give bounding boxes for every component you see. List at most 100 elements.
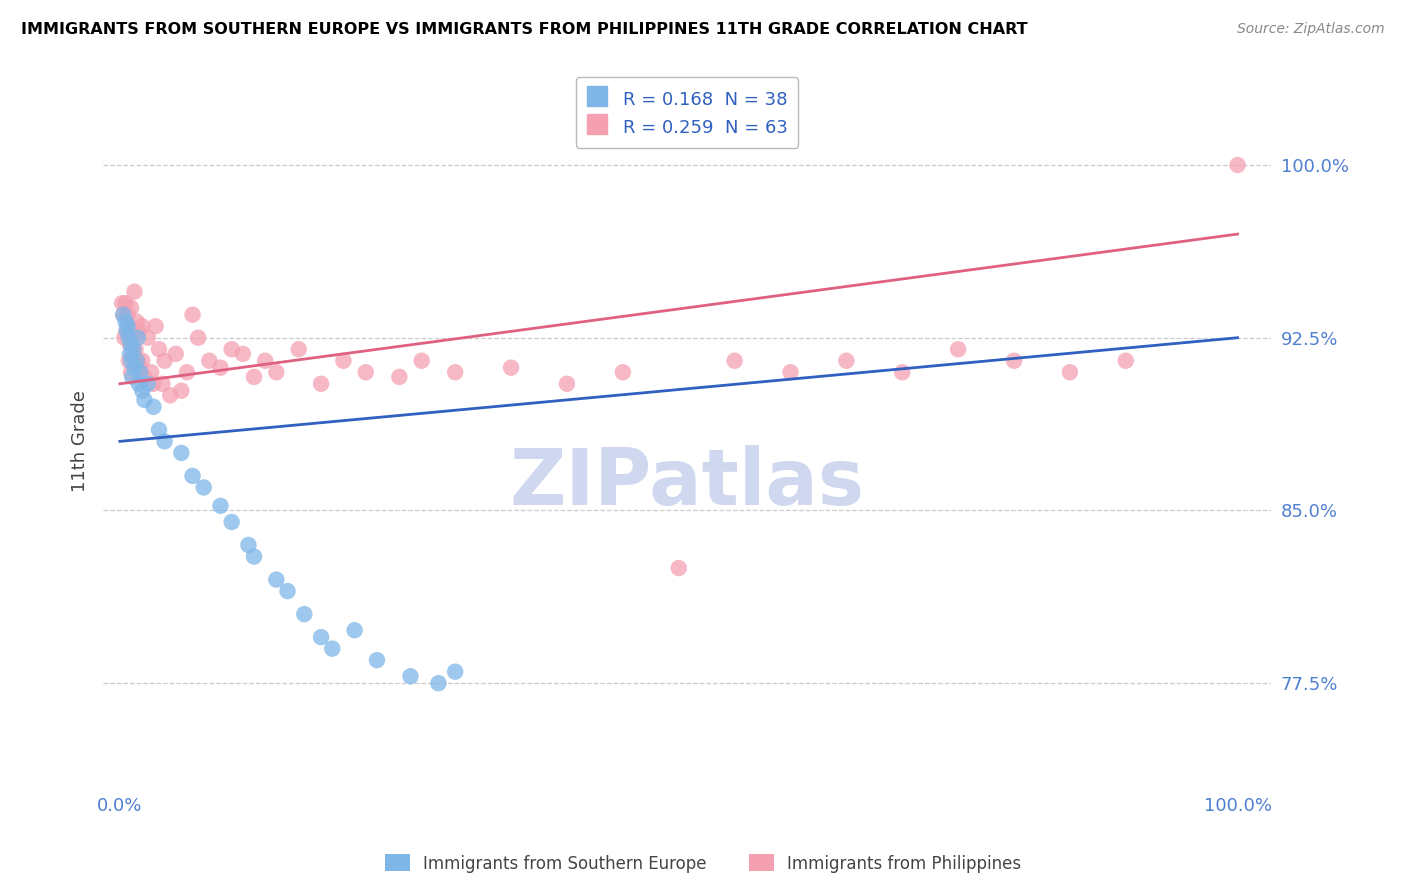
Point [321, 641, 343, 656]
Point [266, 573, 288, 587]
Point [131, 353, 153, 368]
Point [221, 343, 243, 357]
Point [122, 343, 145, 357]
Text: Source: ZipAtlas.com: Source: ZipAtlas.com [1237, 22, 1385, 37]
Point [120, 301, 142, 315]
Point [444, 365, 467, 379]
Text: IMMIGRANTS FROM SOUTHERN EUROPE VS IMMIGRANTS FROM PHILIPPINES 11TH GRADE CORREL: IMMIGRANTS FROM SOUTHERN EUROPE VS IMMIG… [21, 22, 1028, 37]
Point [124, 285, 146, 299]
Point [254, 353, 277, 368]
Point [114, 315, 136, 329]
Point [112, 308, 135, 322]
Point [118, 337, 141, 351]
Point [1115, 353, 1137, 368]
Point [411, 353, 433, 368]
Point [1059, 365, 1081, 379]
Point [122, 347, 145, 361]
Point [120, 365, 142, 379]
Point [120, 337, 142, 351]
Point [238, 538, 260, 552]
Point [111, 296, 134, 310]
Point [120, 353, 142, 368]
Point [287, 343, 309, 357]
Point [1002, 353, 1025, 368]
Point [354, 365, 377, 379]
Point [176, 365, 198, 379]
Point [388, 370, 411, 384]
Point [266, 365, 288, 379]
Point [125, 353, 148, 368]
Point [124, 360, 146, 375]
Point [243, 370, 266, 384]
Point [427, 676, 450, 690]
Point [134, 370, 156, 384]
Point [181, 308, 204, 322]
Point [187, 331, 209, 345]
Point [148, 423, 170, 437]
Point [891, 365, 914, 379]
Point [129, 365, 152, 379]
Point [232, 347, 254, 361]
Point [366, 653, 388, 667]
Point [142, 376, 165, 391]
Point [118, 353, 141, 368]
Point [115, 324, 138, 338]
Point [221, 515, 243, 529]
Point [128, 324, 150, 338]
Point [399, 669, 422, 683]
Point [1226, 158, 1249, 172]
Y-axis label: 11th Grade: 11th Grade [72, 391, 89, 492]
Point [131, 319, 153, 334]
Legend: Immigrants from Southern Europe, Immigrants from Philippines: Immigrants from Southern Europe, Immigra… [378, 847, 1028, 880]
Point [309, 630, 332, 644]
Point [112, 308, 135, 322]
Point [142, 400, 165, 414]
Point [159, 388, 181, 402]
Point [112, 331, 135, 345]
Point [141, 365, 163, 379]
Point [170, 446, 193, 460]
Point [198, 353, 221, 368]
Point [243, 549, 266, 564]
Point [124, 343, 146, 357]
Point [499, 360, 522, 375]
Point [153, 434, 176, 449]
Point [122, 343, 145, 357]
Point [612, 365, 634, 379]
Point [117, 308, 139, 322]
Point [117, 319, 139, 334]
Point [292, 607, 315, 621]
Point [181, 469, 204, 483]
Point [150, 376, 173, 391]
Point [129, 360, 152, 375]
Point [555, 376, 578, 391]
Point [309, 376, 332, 391]
Point [723, 353, 745, 368]
Point [131, 384, 153, 398]
Point [114, 296, 136, 310]
Point [118, 347, 141, 361]
Point [128, 376, 150, 391]
Point [115, 324, 138, 338]
Point [136, 376, 159, 391]
Point [127, 353, 149, 368]
Point [668, 561, 690, 575]
Text: ZIPatlas: ZIPatlas [509, 445, 865, 521]
Point [125, 315, 148, 329]
Point [121, 331, 143, 345]
Point [209, 360, 232, 375]
Point [779, 365, 801, 379]
Point [148, 343, 170, 357]
Point [946, 343, 969, 357]
Point [153, 353, 176, 368]
Point [170, 384, 193, 398]
Point [444, 665, 467, 679]
Point [835, 353, 858, 368]
Legend: R = 0.168  N = 38, R = 0.259  N = 63: R = 0.168 N = 38, R = 0.259 N = 63 [576, 78, 799, 148]
Point [209, 499, 232, 513]
Point [127, 331, 149, 345]
Point [134, 392, 156, 407]
Point [277, 584, 299, 599]
Point [121, 370, 143, 384]
Point [343, 624, 366, 638]
